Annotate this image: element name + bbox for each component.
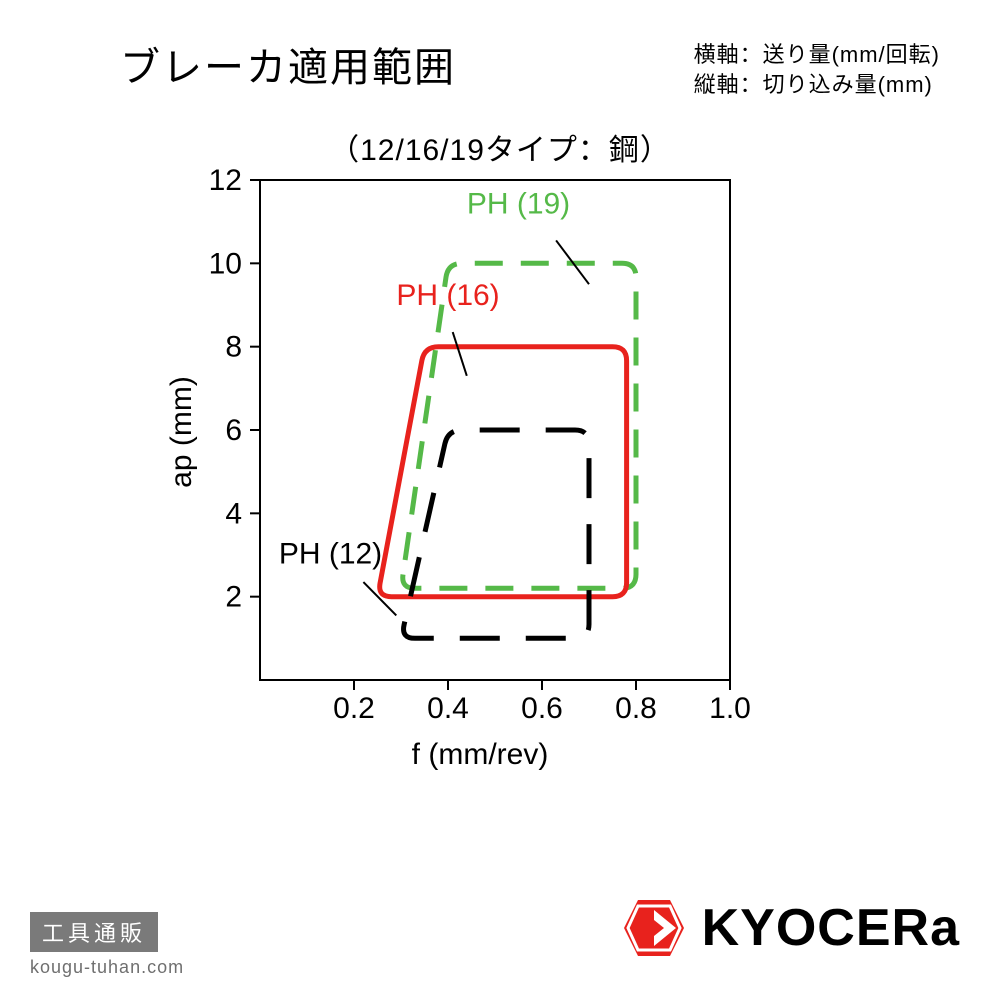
page-title: ブレーカ適用範囲	[120, 35, 456, 93]
svg-text:0.8: 0.8	[615, 692, 657, 725]
svg-text:0.6: 0.6	[521, 692, 563, 725]
brand-text: KYOCERa	[702, 898, 960, 958]
svg-text:0.2: 0.2	[333, 692, 375, 725]
brand: KYOCERa	[622, 896, 960, 960]
svg-text:12: 12	[209, 164, 242, 197]
series-label-ph19: PH (19)	[467, 187, 570, 220]
axis-note-x: 横軸：送り量(mm/回転)	[694, 40, 940, 70]
kyocera-logo-icon	[622, 896, 686, 960]
svg-text:2: 2	[225, 581, 242, 614]
axis-note-y: 縦軸：切り込み量(mm)	[694, 70, 940, 100]
footer: 工具通販 kougu-tuhan.com KYOCERa	[0, 880, 1000, 970]
y-axis-label: ap (mm)	[165, 376, 199, 488]
chart: 0.2 0.4 0.6 0.8 1.0 2 4 6 8 10 12 PH (19) PH (16) PH …	[200, 160, 760, 780]
svg-text:8: 8	[225, 331, 242, 364]
leader-ph16	[453, 332, 467, 376]
chart-svg: 0.2 0.4 0.6 0.8 1.0 2 4 6 8 10 12 PH (19) PH (16) PH …	[200, 160, 760, 780]
vendor-url: kougu-tuhan.com	[30, 957, 184, 978]
x-axis-label: f (mm/rev)	[200, 738, 760, 772]
svg-text:1.0: 1.0	[709, 692, 751, 725]
series-ph12	[404, 430, 589, 638]
axis-note: 横軸：送り量(mm/回転) 縦軸：切り込み量(mm)	[694, 40, 940, 99]
svg-text:4: 4	[225, 497, 242, 530]
series-label-ph12: PH (12)	[279, 537, 382, 570]
svg-text:10: 10	[209, 247, 242, 280]
vendor-badge: 工具通販	[30, 912, 158, 952]
series-ph19	[403, 263, 636, 588]
svg-text:0.4: 0.4	[427, 692, 469, 725]
series-label-ph16: PH (16)	[396, 279, 499, 312]
svg-text:6: 6	[225, 414, 242, 447]
